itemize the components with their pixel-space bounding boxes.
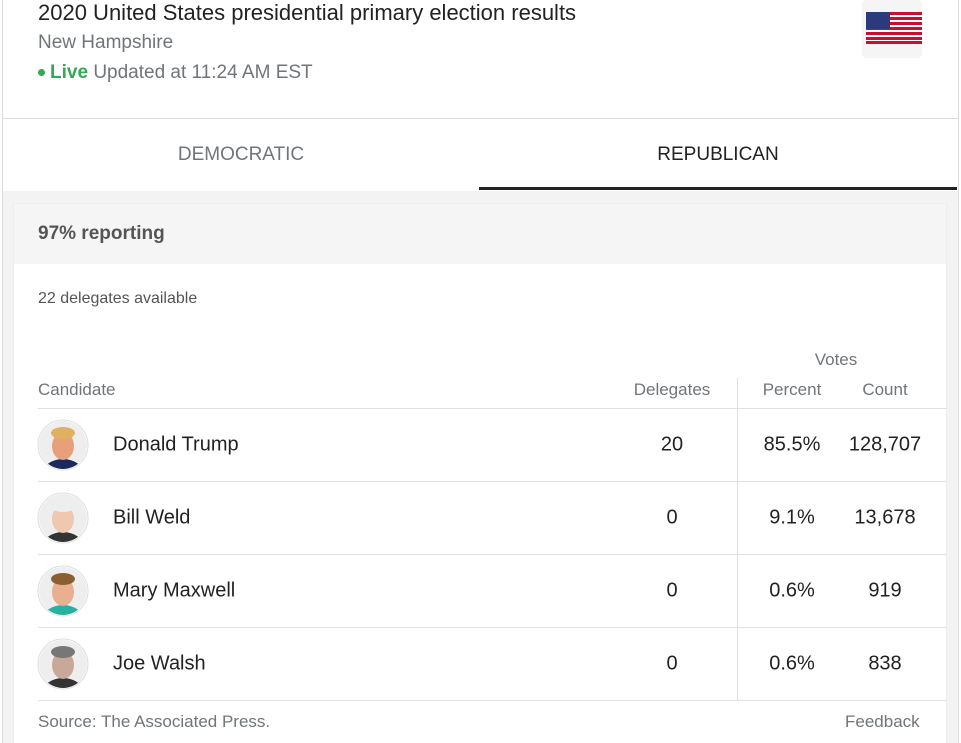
column-header: Candidate [38,380,116,399]
subtitle: New Hampshire [38,32,174,53]
title: 2020 United States presidential primary … [38,0,577,25]
cell-value: 20 [660,433,684,456]
candidate-name: Donald Trump [113,433,239,456]
cell-value: 0 [666,579,678,602]
cell-value: 13,678 [854,506,916,529]
updated: Updated at 11:24 AM EST [93,62,313,83]
avatar [37,492,89,544]
tab-active[interactable]: REPUBLICAN [657,144,779,165]
tab[interactable]: DEMOCRATIC [177,144,305,165]
tab-indicator [479,187,957,190]
row-divider [38,700,946,701]
cell-value: 128,707 [848,433,922,456]
candidate-name: Mary Maxwell [113,579,236,602]
cell-value: 838 [868,652,902,675]
row-divider [38,408,946,409]
row-divider [38,481,946,482]
candidate-name: Joe Walsh [113,652,206,675]
flag [862,0,922,58]
reporting: 97% reporting [38,223,165,244]
live-dot [38,69,45,77]
cell-value: 0.6% [769,652,815,675]
source: Source: The Associated Press. [38,712,271,731]
column-header: Delegates [633,380,711,399]
reporting-bar [14,204,946,264]
cell-value: 0.6% [769,579,815,602]
avatar [37,565,89,617]
column-divider [737,378,738,700]
avatar [37,419,89,471]
cell-value: 9.1% [769,506,815,529]
live: Live [50,62,89,83]
column-header: Count [862,380,908,399]
divider [3,118,958,119]
avatar [37,638,89,690]
column-header: Percent [762,380,822,399]
feedback[interactable]: Feedback [845,712,920,731]
row-divider [38,554,946,555]
results-panel [14,204,946,743]
cell-value: 919 [868,579,902,602]
cell-value: 0 [666,652,678,675]
cell-value: 85.5% [763,433,821,456]
status: Live Updated at 11:24 AM EST [38,62,313,84]
row-divider [38,627,946,628]
candidate-name: Bill Weld [113,506,191,529]
cell-value: 0 [666,506,678,529]
delegates-available: 22 delegates available [38,290,198,307]
group-header: Votes [814,350,858,369]
